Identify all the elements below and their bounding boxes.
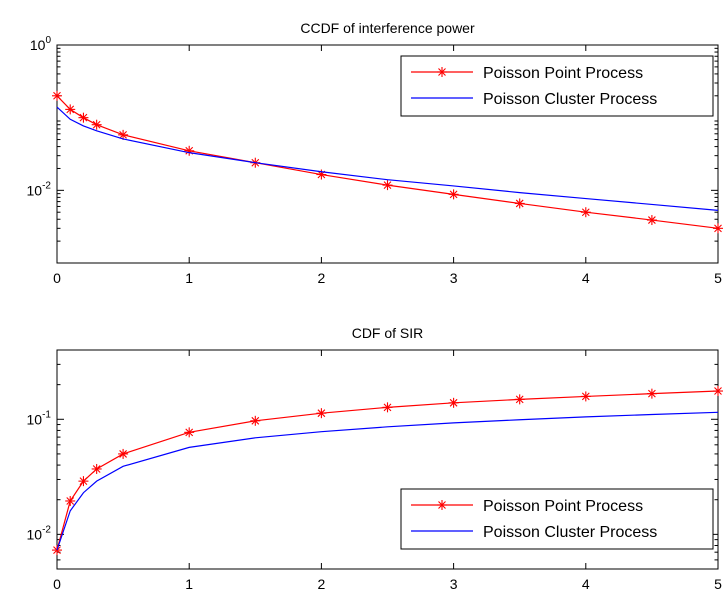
legend: Poisson Point Process Poisson Cluster Pro… xyxy=(400,55,714,117)
data-point xyxy=(118,448,129,459)
y-tick-label: 10-1 xyxy=(27,409,52,427)
chart-title: CDF of SIR xyxy=(352,325,424,341)
x-tick-label: 0 xyxy=(53,270,61,286)
data-point xyxy=(250,415,261,426)
x-tick-label: 5 xyxy=(714,270,722,286)
legend-label: Poisson Cluster Process xyxy=(483,91,657,108)
data-point xyxy=(713,386,723,397)
x-tick-label: 1 xyxy=(185,270,193,286)
legend-box xyxy=(400,55,714,117)
data-point xyxy=(514,394,525,405)
data-point xyxy=(78,476,89,487)
data-point xyxy=(78,112,89,123)
chart-title: CCDF of interference power xyxy=(300,20,475,36)
chart-panel-1: CCDF of interference power 0 1 2 3 4 5 100 10-2 P… xyxy=(27,20,723,286)
data-point xyxy=(65,104,76,115)
legend-marker xyxy=(437,67,447,77)
data-point xyxy=(713,223,723,234)
y-tick-label: 100 xyxy=(30,35,52,53)
x-tick-label: 3 xyxy=(450,270,458,286)
x-tick-label: 4 xyxy=(582,576,590,592)
chart-panel-2: CDF of SIR 0 1 2 3 4 5 10-1 10-2 Poisson Point Pr… xyxy=(27,325,723,592)
data-point xyxy=(184,427,195,438)
x-tick-label: 4 xyxy=(582,270,590,286)
data-point xyxy=(118,129,129,140)
data-point xyxy=(316,408,327,419)
data-point xyxy=(91,119,102,130)
data-point xyxy=(52,90,62,101)
data-point xyxy=(382,402,393,413)
series-line-ppp xyxy=(56,95,719,229)
data-point xyxy=(580,391,591,402)
data-point xyxy=(646,215,657,226)
legend-label: Poisson Point Process xyxy=(483,65,643,82)
data-point xyxy=(646,388,657,399)
data-point xyxy=(514,198,525,209)
x-tick-label: 3 xyxy=(450,576,458,592)
legend-label: Poisson Point Process xyxy=(483,498,643,515)
data-point xyxy=(580,207,591,218)
y-tick-label: 10-2 xyxy=(27,180,52,198)
data-point xyxy=(184,145,195,156)
data-point xyxy=(91,463,102,474)
x-tick-label: 5 xyxy=(714,576,722,592)
x-tick-label: 1 xyxy=(185,576,193,592)
data-point xyxy=(382,180,393,191)
data-point xyxy=(65,495,76,506)
legend: Poisson Point Process Poisson Cluster Pro… xyxy=(400,488,714,550)
legend-marker xyxy=(437,500,447,510)
legend-box xyxy=(400,488,714,550)
series-line-pcp xyxy=(56,411,719,551)
x-tick-label: 2 xyxy=(318,576,326,592)
data-point xyxy=(448,397,459,408)
y-tick-label: 10-2 xyxy=(27,524,52,542)
x-tick-label: 0 xyxy=(53,576,61,592)
series-line-pcp xyxy=(56,106,719,211)
data-point xyxy=(448,189,459,200)
legend-label: Poisson Cluster Process xyxy=(483,524,657,541)
x-tick-label: 2 xyxy=(318,270,326,286)
